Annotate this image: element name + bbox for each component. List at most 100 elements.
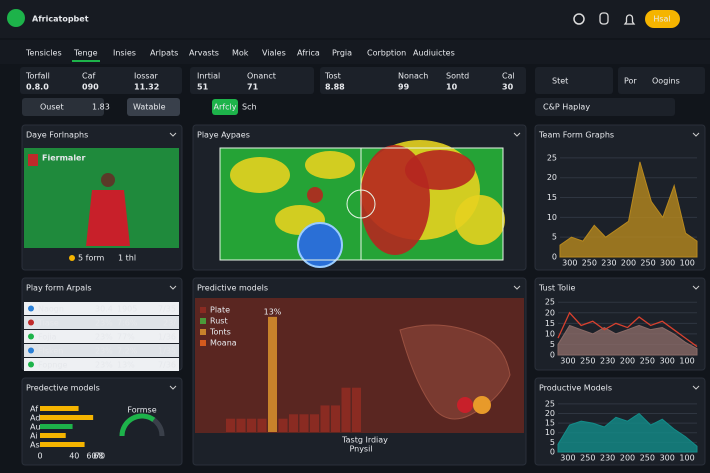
row-icon bbox=[28, 305, 34, 312]
header-button[interactable] bbox=[645, 10, 680, 28]
bar bbox=[352, 387, 361, 432]
gauge-fill bbox=[119, 413, 156, 437]
nav-tab[interactable]: Africa bbox=[297, 49, 320, 58]
table-cell: 13% bbox=[117, 361, 135, 370]
bar-label: Ai bbox=[30, 432, 38, 441]
x-tick-label: 230 bbox=[601, 259, 616, 268]
player-head bbox=[101, 173, 115, 187]
search-icon[interactable] bbox=[573, 13, 585, 25]
nav-bar bbox=[0, 40, 710, 64]
select-label[interactable]: Watable bbox=[133, 103, 166, 112]
table-cell: 23% bbox=[95, 347, 113, 356]
stat-group bbox=[20, 67, 182, 94]
chevron[interactable] bbox=[692, 385, 700, 390]
apply-button[interactable] bbox=[212, 99, 238, 115]
x-tick-label: 300 bbox=[562, 259, 577, 268]
nav-tab[interactable]: Audiuictes bbox=[413, 49, 455, 58]
y-tick-label: 10 bbox=[547, 213, 557, 222]
chevron[interactable] bbox=[692, 285, 700, 290]
chevron[interactable] bbox=[513, 132, 521, 137]
x-tick-label: 60 bbox=[86, 452, 96, 461]
x-tick-label: 300 bbox=[660, 259, 675, 268]
stat-label: Tost bbox=[324, 72, 341, 81]
area bbox=[557, 324, 698, 356]
bar-label: Af bbox=[30, 405, 38, 414]
chevron[interactable] bbox=[169, 132, 177, 137]
x-tick-label: 0 bbox=[37, 452, 42, 461]
bar bbox=[40, 415, 94, 420]
table-cell: 77% bbox=[117, 333, 135, 342]
heat-blob bbox=[307, 187, 323, 203]
action-label[interactable]: Oogins bbox=[652, 77, 680, 86]
x-tick-label: 250 bbox=[640, 357, 655, 366]
nav-tab[interactable]: Tensicles bbox=[25, 49, 62, 58]
x-tick-label: 300 bbox=[660, 357, 675, 366]
table-cell: 7/35 bbox=[158, 305, 176, 314]
legend-label: Tonts bbox=[209, 328, 231, 337]
stat-value: 8.88 bbox=[325, 83, 345, 92]
bar bbox=[331, 405, 340, 432]
nav-tab[interactable]: Viales bbox=[262, 49, 286, 58]
action-box[interactable] bbox=[618, 67, 705, 94]
heat-circle bbox=[297, 222, 343, 268]
y-tick-label: 5 bbox=[550, 340, 555, 349]
x-tick-label: 300 bbox=[560, 454, 575, 463]
stat-group bbox=[190, 67, 314, 94]
table-cell: Fojia bbox=[38, 333, 57, 342]
area bbox=[557, 412, 698, 453]
chevron[interactable] bbox=[169, 285, 177, 290]
x-tick-label: 68 bbox=[93, 452, 103, 461]
stat-label: Onanct bbox=[247, 72, 276, 81]
button-label[interactable]: Hsal bbox=[653, 15, 670, 24]
action-label[interactable]: Por bbox=[624, 77, 637, 86]
player-name: Fiermaler bbox=[42, 154, 85, 163]
y-tick-label: 15 bbox=[547, 193, 557, 202]
nav-tab[interactable]: Insies bbox=[113, 49, 136, 58]
table-row bbox=[24, 330, 179, 343]
nav-tab[interactable]: Arlpats bbox=[150, 49, 178, 58]
stat-label: Sontd bbox=[446, 72, 469, 81]
nav-tab[interactable]: Prgia bbox=[332, 49, 352, 58]
table-cell: 23% bbox=[95, 319, 113, 328]
chevron[interactable] bbox=[692, 132, 700, 137]
heat-blob bbox=[455, 195, 505, 245]
player-stat: 1 thl bbox=[118, 254, 136, 263]
y-tick-label: 20 bbox=[547, 173, 557, 182]
nav-tab[interactable]: Mok bbox=[232, 49, 249, 58]
stat-value: 71 bbox=[247, 83, 259, 92]
select[interactable] bbox=[22, 98, 104, 116]
y-tick-label: 20 bbox=[545, 409, 555, 418]
chevron[interactable] bbox=[169, 385, 177, 390]
table-cell: 23/ bbox=[163, 319, 176, 328]
select[interactable] bbox=[127, 98, 180, 116]
stat-label: Torfall bbox=[25, 72, 50, 81]
table-cell: Fopnge bbox=[38, 361, 67, 370]
button-label[interactable]: Sch bbox=[242, 103, 257, 112]
x-tick-label: 250 bbox=[582, 259, 597, 268]
nav-tab[interactable]: Corbption bbox=[367, 49, 406, 58]
table-cell: 1/35 bbox=[158, 347, 176, 356]
y-tick-label: 20 bbox=[545, 308, 555, 317]
nav-tab[interactable]: Arvasts bbox=[189, 49, 219, 58]
table-cell: Flsken bbox=[38, 347, 63, 356]
action-box[interactable] bbox=[535, 67, 613, 94]
button-label[interactable]: Arfcly bbox=[214, 103, 237, 112]
heat-blob bbox=[405, 150, 475, 190]
search-box[interactable] bbox=[535, 98, 675, 116]
header-bar bbox=[0, 0, 710, 38]
bar bbox=[268, 316, 277, 432]
search-placeholder[interactable]: C&P Haplay bbox=[543, 103, 590, 112]
bell-icon[interactable] bbox=[623, 14, 636, 25]
bar bbox=[40, 442, 85, 447]
table-cell: 23% bbox=[95, 333, 113, 342]
bar bbox=[226, 418, 235, 432]
select-label[interactable]: Ouset bbox=[40, 103, 64, 112]
legend-swatch bbox=[200, 318, 206, 324]
mic-icon[interactable] bbox=[599, 12, 609, 25]
bar bbox=[247, 418, 256, 432]
action-label[interactable]: Stet bbox=[552, 77, 568, 86]
chevron[interactable] bbox=[513, 285, 521, 290]
nav-tab[interactable]: Tenge bbox=[73, 49, 98, 58]
panel-title: Daye Forlnaphs bbox=[26, 131, 88, 140]
